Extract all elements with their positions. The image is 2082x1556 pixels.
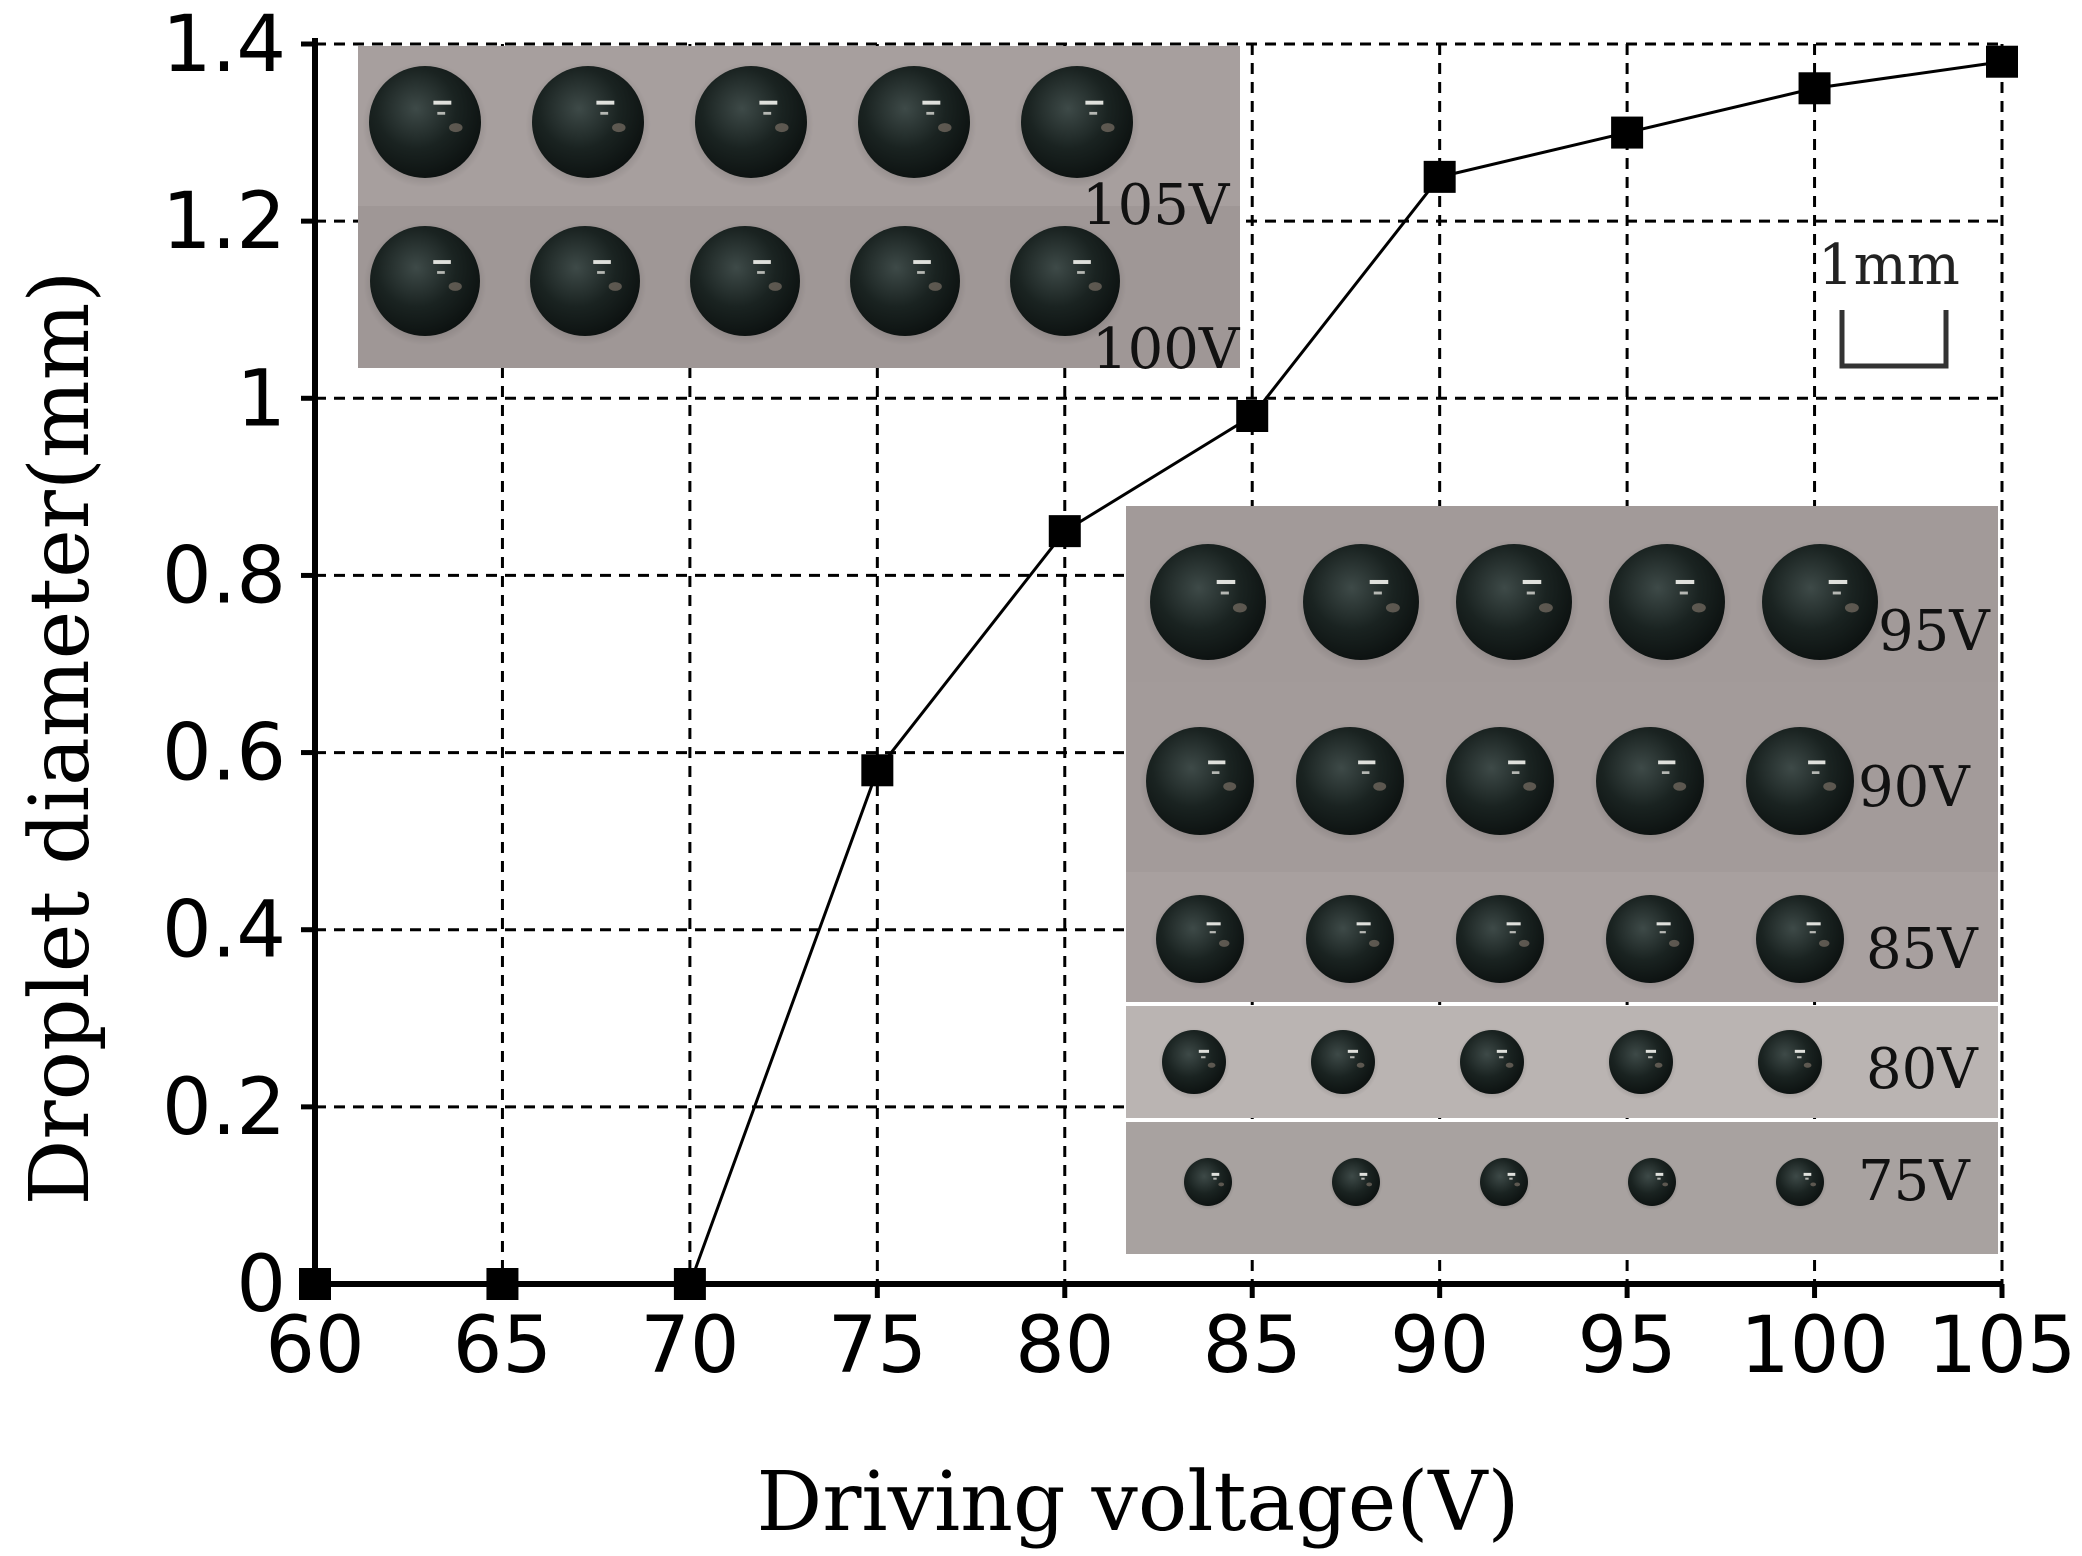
scale-bar-label: 1mm: [1818, 233, 1960, 298]
droplet: [1450, 891, 1550, 991]
droplet: [1139, 723, 1261, 845]
data-point-marker: [1986, 45, 2018, 78]
droplet: [1296, 539, 1426, 670]
droplet: [688, 62, 814, 188]
data-point-marker: [1423, 160, 1456, 193]
droplet: [1158, 1027, 1230, 1100]
y-tick-label: 1.4: [162, 0, 286, 90]
data-point-marker: [1611, 116, 1644, 149]
droplet: [1143, 539, 1273, 670]
droplet: [362, 62, 488, 188]
droplet: [1439, 723, 1561, 845]
data-point-marker: [1048, 515, 1081, 548]
x-axis-title: Driving voltage(V): [756, 1455, 1519, 1550]
y-axis-title: Droplet diameter(mm): [13, 271, 108, 1206]
droplet: [1589, 723, 1711, 845]
droplet: [1150, 891, 1250, 991]
droplet: [1477, 1156, 1531, 1211]
x-tick-label: 85: [1203, 1301, 1302, 1391]
droplet: [1456, 1027, 1528, 1100]
droplet: [363, 222, 487, 346]
data-series: [299, 45, 2018, 1300]
droplet: [1003, 222, 1127, 346]
data-point-marker: [861, 754, 894, 787]
data-point-marker: [1798, 72, 1831, 105]
x-tick-label: 100: [1740, 1301, 1889, 1391]
x-tick-label: 90: [1390, 1301, 1489, 1391]
droplet: [523, 222, 647, 346]
x-tick-label: 80: [1015, 1301, 1114, 1391]
data-point-marker: [673, 1268, 706, 1300]
droplet: [1625, 1156, 1679, 1211]
droplet: [1307, 1027, 1379, 1100]
droplet-inset: 95V 90V 85V 80V 75V: [1126, 506, 1998, 1254]
y-tick-label: 0: [236, 1240, 286, 1330]
inset-voltage-label: 85V: [1866, 917, 1979, 982]
inset-photo-row: [1126, 1122, 1998, 1254]
droplet: [1773, 1156, 1827, 1211]
droplet: [1605, 1027, 1677, 1100]
droplet-inset: 105V 100V: [358, 46, 1241, 382]
droplet: [1181, 1156, 1235, 1211]
x-tick-label: 60: [265, 1301, 364, 1391]
y-tick-label: 1.2: [162, 177, 286, 267]
scale-bar: 1mm: [1818, 233, 1960, 369]
x-tick-label: 70: [640, 1301, 739, 1391]
data-point-marker: [299, 1268, 331, 1300]
inset-voltage-label: 90V: [1858, 755, 1971, 820]
data-point-marker: [1236, 400, 1269, 432]
droplet: [843, 222, 967, 346]
inset-voltage-label: 75V: [1858, 1149, 1971, 1214]
droplet: [683, 222, 807, 346]
droplet: [1289, 723, 1411, 845]
y-tick-label: 0.8: [162, 531, 286, 621]
droplet: [1755, 539, 1885, 670]
inset-voltage-label: 95V: [1878, 599, 1991, 664]
x-tick-label: 75: [828, 1301, 927, 1391]
y-tick-label: 1: [236, 354, 286, 444]
inset-voltage-label: 100V: [1092, 317, 1241, 382]
x-tick-label: 65: [453, 1301, 552, 1391]
series-line: [315, 60, 2003, 1286]
inset-voltage-label: 80V: [1866, 1037, 1979, 1102]
droplet: [1329, 1156, 1383, 1211]
y-tick-label: 0.4: [162, 886, 286, 976]
droplet: [851, 62, 977, 188]
droplet: [525, 62, 651, 188]
droplet: [1449, 539, 1579, 670]
inset-photo-row: [1126, 872, 1998, 1002]
droplet: [1602, 539, 1732, 670]
y-tick-label: 0.2: [162, 1063, 286, 1153]
droplet: [1754, 1027, 1826, 1100]
inset-photo-row: [1126, 1006, 1998, 1118]
data-point-marker: [486, 1268, 519, 1300]
droplet: [1739, 723, 1861, 845]
droplet: [1600, 891, 1700, 991]
x-tick-label: 95: [1577, 1301, 1676, 1391]
droplet: [1300, 891, 1400, 991]
droplet: [1014, 62, 1140, 188]
droplet-photo-insets: 105V 100V 95V 90V 85V 80V 75V 1mm: [358, 46, 1998, 1254]
x-tick-label: 105: [1928, 1301, 2077, 1391]
tick-labels: 60 65 70 75 80 85 90 95 100 105 0 0.2 0.4 0.6 0.8 1 1.2 1…: [162, 0, 2076, 1391]
inset-voltage-label: 105V: [1082, 173, 1231, 238]
y-tick-label: 0.6: [162, 709, 286, 799]
droplet: [1750, 891, 1850, 991]
